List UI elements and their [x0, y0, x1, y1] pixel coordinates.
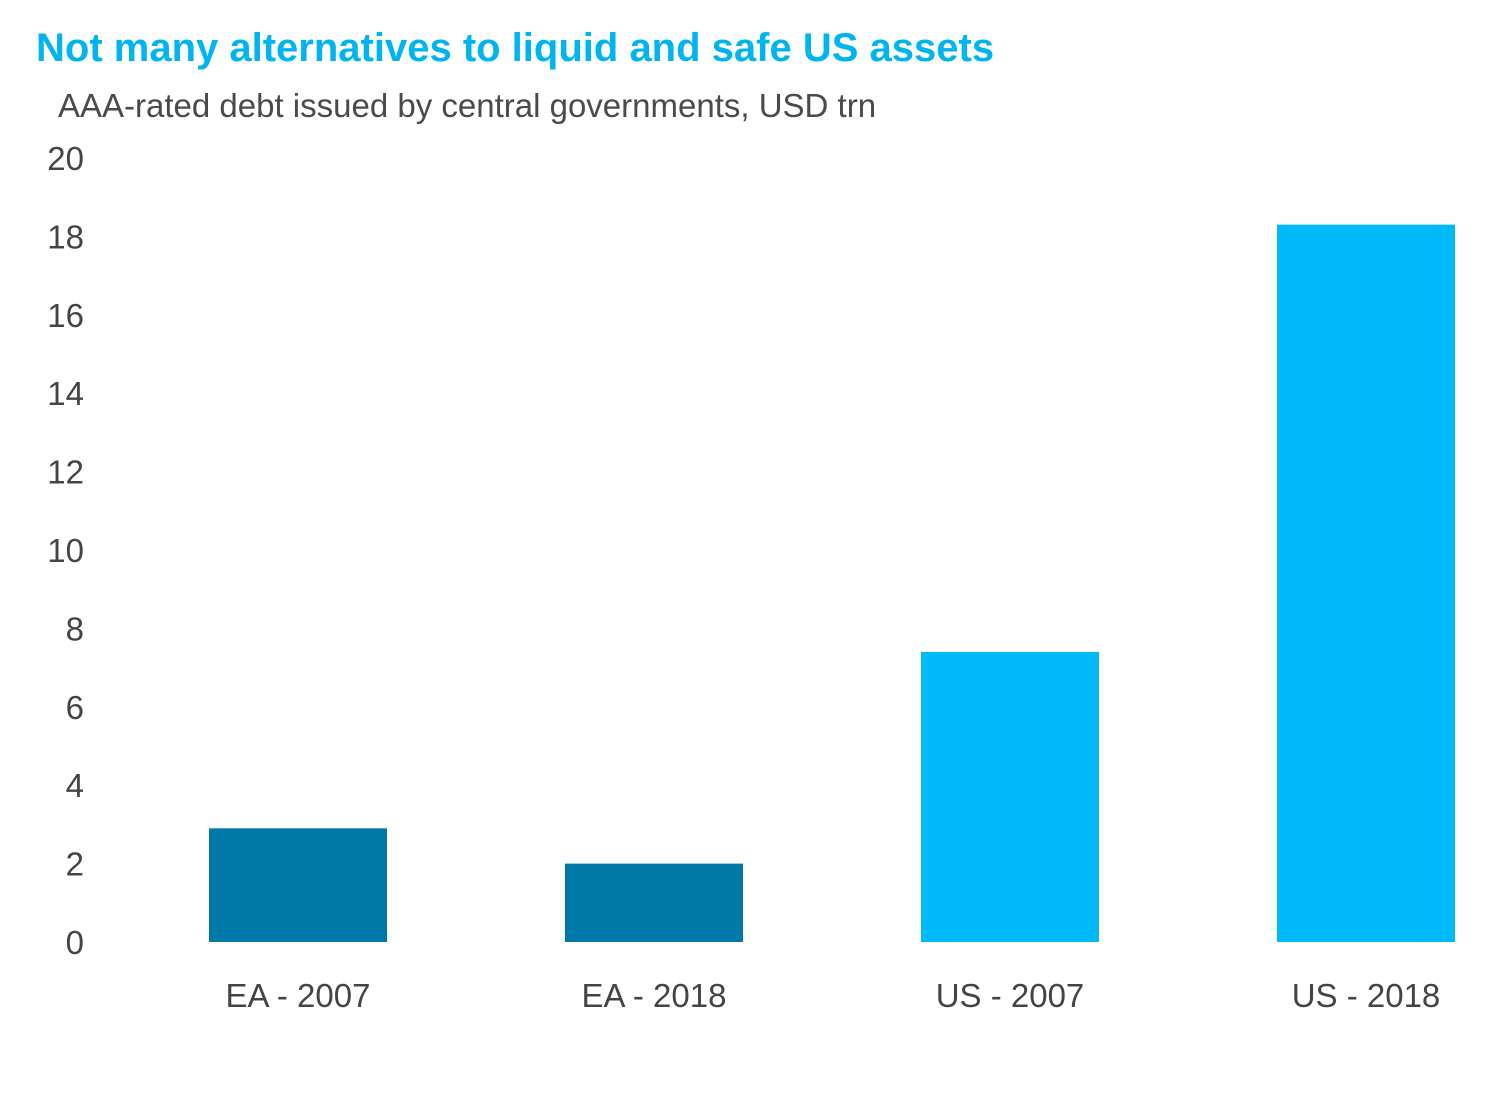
y-tick-label: 18	[47, 218, 84, 255]
y-tick-label: 8	[66, 610, 84, 647]
y-tick-label: 6	[66, 689, 84, 726]
bars	[209, 224, 1455, 942]
bar	[1277, 224, 1455, 942]
bar	[565, 863, 743, 942]
x-tick-label: EA - 2007	[226, 977, 371, 1014]
x-tick-label: US - 2018	[1292, 977, 1441, 1014]
y-tick-label: 12	[47, 454, 84, 491]
y-tick-label: 0	[66, 924, 84, 961]
y-tick-label: 2	[66, 846, 84, 883]
bar	[209, 828, 387, 942]
y-tick-label: 14	[47, 375, 84, 412]
x-tick-label: US - 2007	[936, 977, 1085, 1014]
y-tick-label: 4	[66, 767, 84, 804]
bar	[921, 651, 1099, 942]
y-tick-label: 20	[47, 140, 84, 177]
y-tick-label: 16	[47, 297, 84, 334]
x-tick-label: EA - 2018	[582, 977, 727, 1014]
x-axis-labels: EA - 2007 EA - 2018 US - 2007 US - 2018	[226, 977, 1441, 1014]
y-tick-label: 10	[47, 532, 84, 569]
y-axis-ticks: 0 2 4 6 8 10 12 14 16 18 20	[47, 140, 84, 961]
chart-title: Not many alternatives to liquid and safe…	[36, 26, 995, 70]
chart-subtitle: AAA-rated debt issued by central governm…	[58, 87, 877, 124]
